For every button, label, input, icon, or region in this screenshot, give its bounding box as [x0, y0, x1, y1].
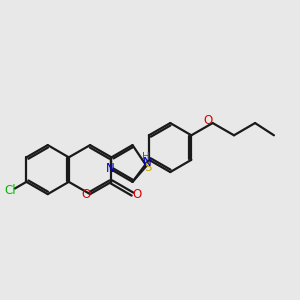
Text: O: O	[204, 114, 213, 127]
Text: O: O	[82, 188, 91, 201]
Text: N: N	[143, 156, 152, 169]
Text: Cl: Cl	[4, 184, 16, 197]
Text: O: O	[132, 188, 142, 201]
Text: S: S	[144, 161, 152, 174]
Text: N: N	[106, 162, 115, 175]
Text: H: H	[142, 152, 150, 162]
